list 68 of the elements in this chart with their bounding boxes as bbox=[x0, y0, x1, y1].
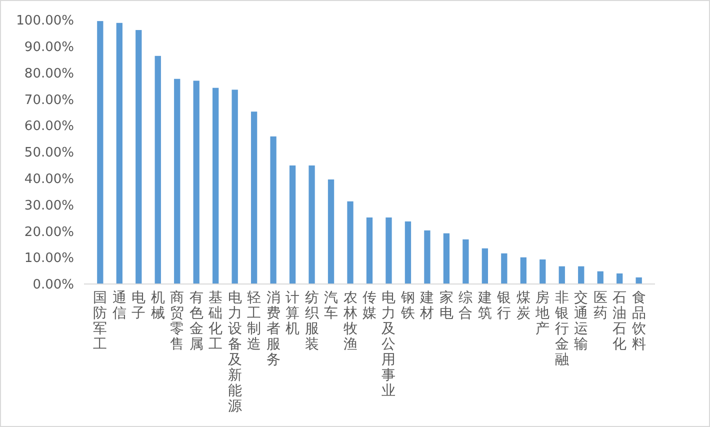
bar bbox=[404, 221, 412, 284]
x-tick-label: 钢铁 bbox=[400, 290, 415, 322]
x-tick-label: 电力设备及新能源 bbox=[228, 290, 242, 414]
x-tick-label: 交通运输 bbox=[574, 290, 588, 352]
y-tick-label: 80.00% bbox=[24, 66, 74, 82]
bar bbox=[174, 78, 180, 284]
bar bbox=[193, 80, 200, 284]
bar bbox=[616, 273, 623, 284]
x-tick-label: 食品饮料 bbox=[630, 290, 646, 352]
bar bbox=[136, 30, 142, 284]
bar bbox=[520, 257, 526, 284]
bar bbox=[578, 266, 584, 284]
y-tick-label: 50.00% bbox=[24, 146, 74, 161]
bar bbox=[116, 22, 122, 284]
bar bbox=[482, 248, 488, 284]
bar bbox=[443, 233, 450, 284]
x-tick-label: 纺织服装 bbox=[304, 290, 319, 352]
bar bbox=[597, 271, 604, 284]
bar bbox=[212, 88, 219, 284]
y-tick-label: 90.00% bbox=[24, 40, 74, 55]
bar bbox=[270, 136, 276, 284]
x-tick-label: 消费者服务 bbox=[266, 290, 280, 368]
bar bbox=[97, 21, 104, 284]
y-tick-label: 60.00% bbox=[24, 119, 74, 134]
x-tick-label: 轻工制造 bbox=[247, 290, 262, 352]
x-tick-label: 建筑 bbox=[476, 290, 492, 322]
y-tick-label: 0.00% bbox=[32, 278, 74, 293]
x-tick-label: 电子 bbox=[132, 290, 146, 322]
bar bbox=[154, 56, 161, 284]
x-tick-label: 电力及公用事业 bbox=[382, 290, 396, 399]
bar bbox=[308, 165, 315, 284]
y-tick-label: 100.00% bbox=[16, 14, 74, 29]
y-tick-label: 10.00% bbox=[24, 251, 74, 266]
x-tick-label: 石油石化 bbox=[612, 290, 627, 352]
bar bbox=[424, 230, 430, 284]
bar bbox=[250, 112, 258, 284]
bar bbox=[289, 165, 296, 284]
x-tick-label: 非银行金融 bbox=[554, 290, 569, 368]
x-tick-label: 计算机 bbox=[286, 290, 300, 337]
x-tick-label: 汽车 bbox=[324, 290, 338, 322]
bar bbox=[540, 259, 546, 284]
y-tick-label: 70.00% bbox=[24, 92, 74, 108]
x-tick-label: 房地产 bbox=[534, 290, 550, 337]
bar bbox=[232, 90, 238, 284]
x-tick-label: 机械 bbox=[150, 290, 165, 322]
x-tick-label: 综合 bbox=[458, 290, 473, 322]
y-tick-label: 30.00% bbox=[24, 198, 74, 214]
x-tick-label: 有色金属 bbox=[189, 290, 204, 352]
x-tick-label: 建材 bbox=[419, 290, 434, 322]
bar bbox=[386, 217, 392, 284]
x-tick-label: 传媒 bbox=[362, 290, 376, 322]
x-tick-label: 煤炭 bbox=[516, 290, 530, 322]
x-tick-label: 国防军工 bbox=[93, 290, 108, 352]
bar bbox=[501, 253, 508, 284]
x-tick-label: 基础化工 bbox=[208, 290, 223, 352]
x-tick-label: 商贸零售 bbox=[170, 290, 184, 352]
bar bbox=[347, 201, 354, 284]
bar bbox=[328, 179, 334, 284]
bar bbox=[462, 239, 469, 284]
x-tick-label: 农林牧渔 bbox=[342, 290, 358, 352]
y-tick-label: 20.00% bbox=[24, 224, 74, 240]
bar bbox=[366, 217, 373, 284]
x-tick-label: 银行 bbox=[496, 290, 512, 322]
bar bbox=[558, 266, 565, 284]
y-tick-label: 40.00% bbox=[24, 172, 74, 187]
x-tick-label: 医药 bbox=[593, 290, 608, 322]
x-tick-label: 通信 bbox=[112, 290, 126, 322]
x-tick-label: 家电 bbox=[439, 290, 454, 322]
